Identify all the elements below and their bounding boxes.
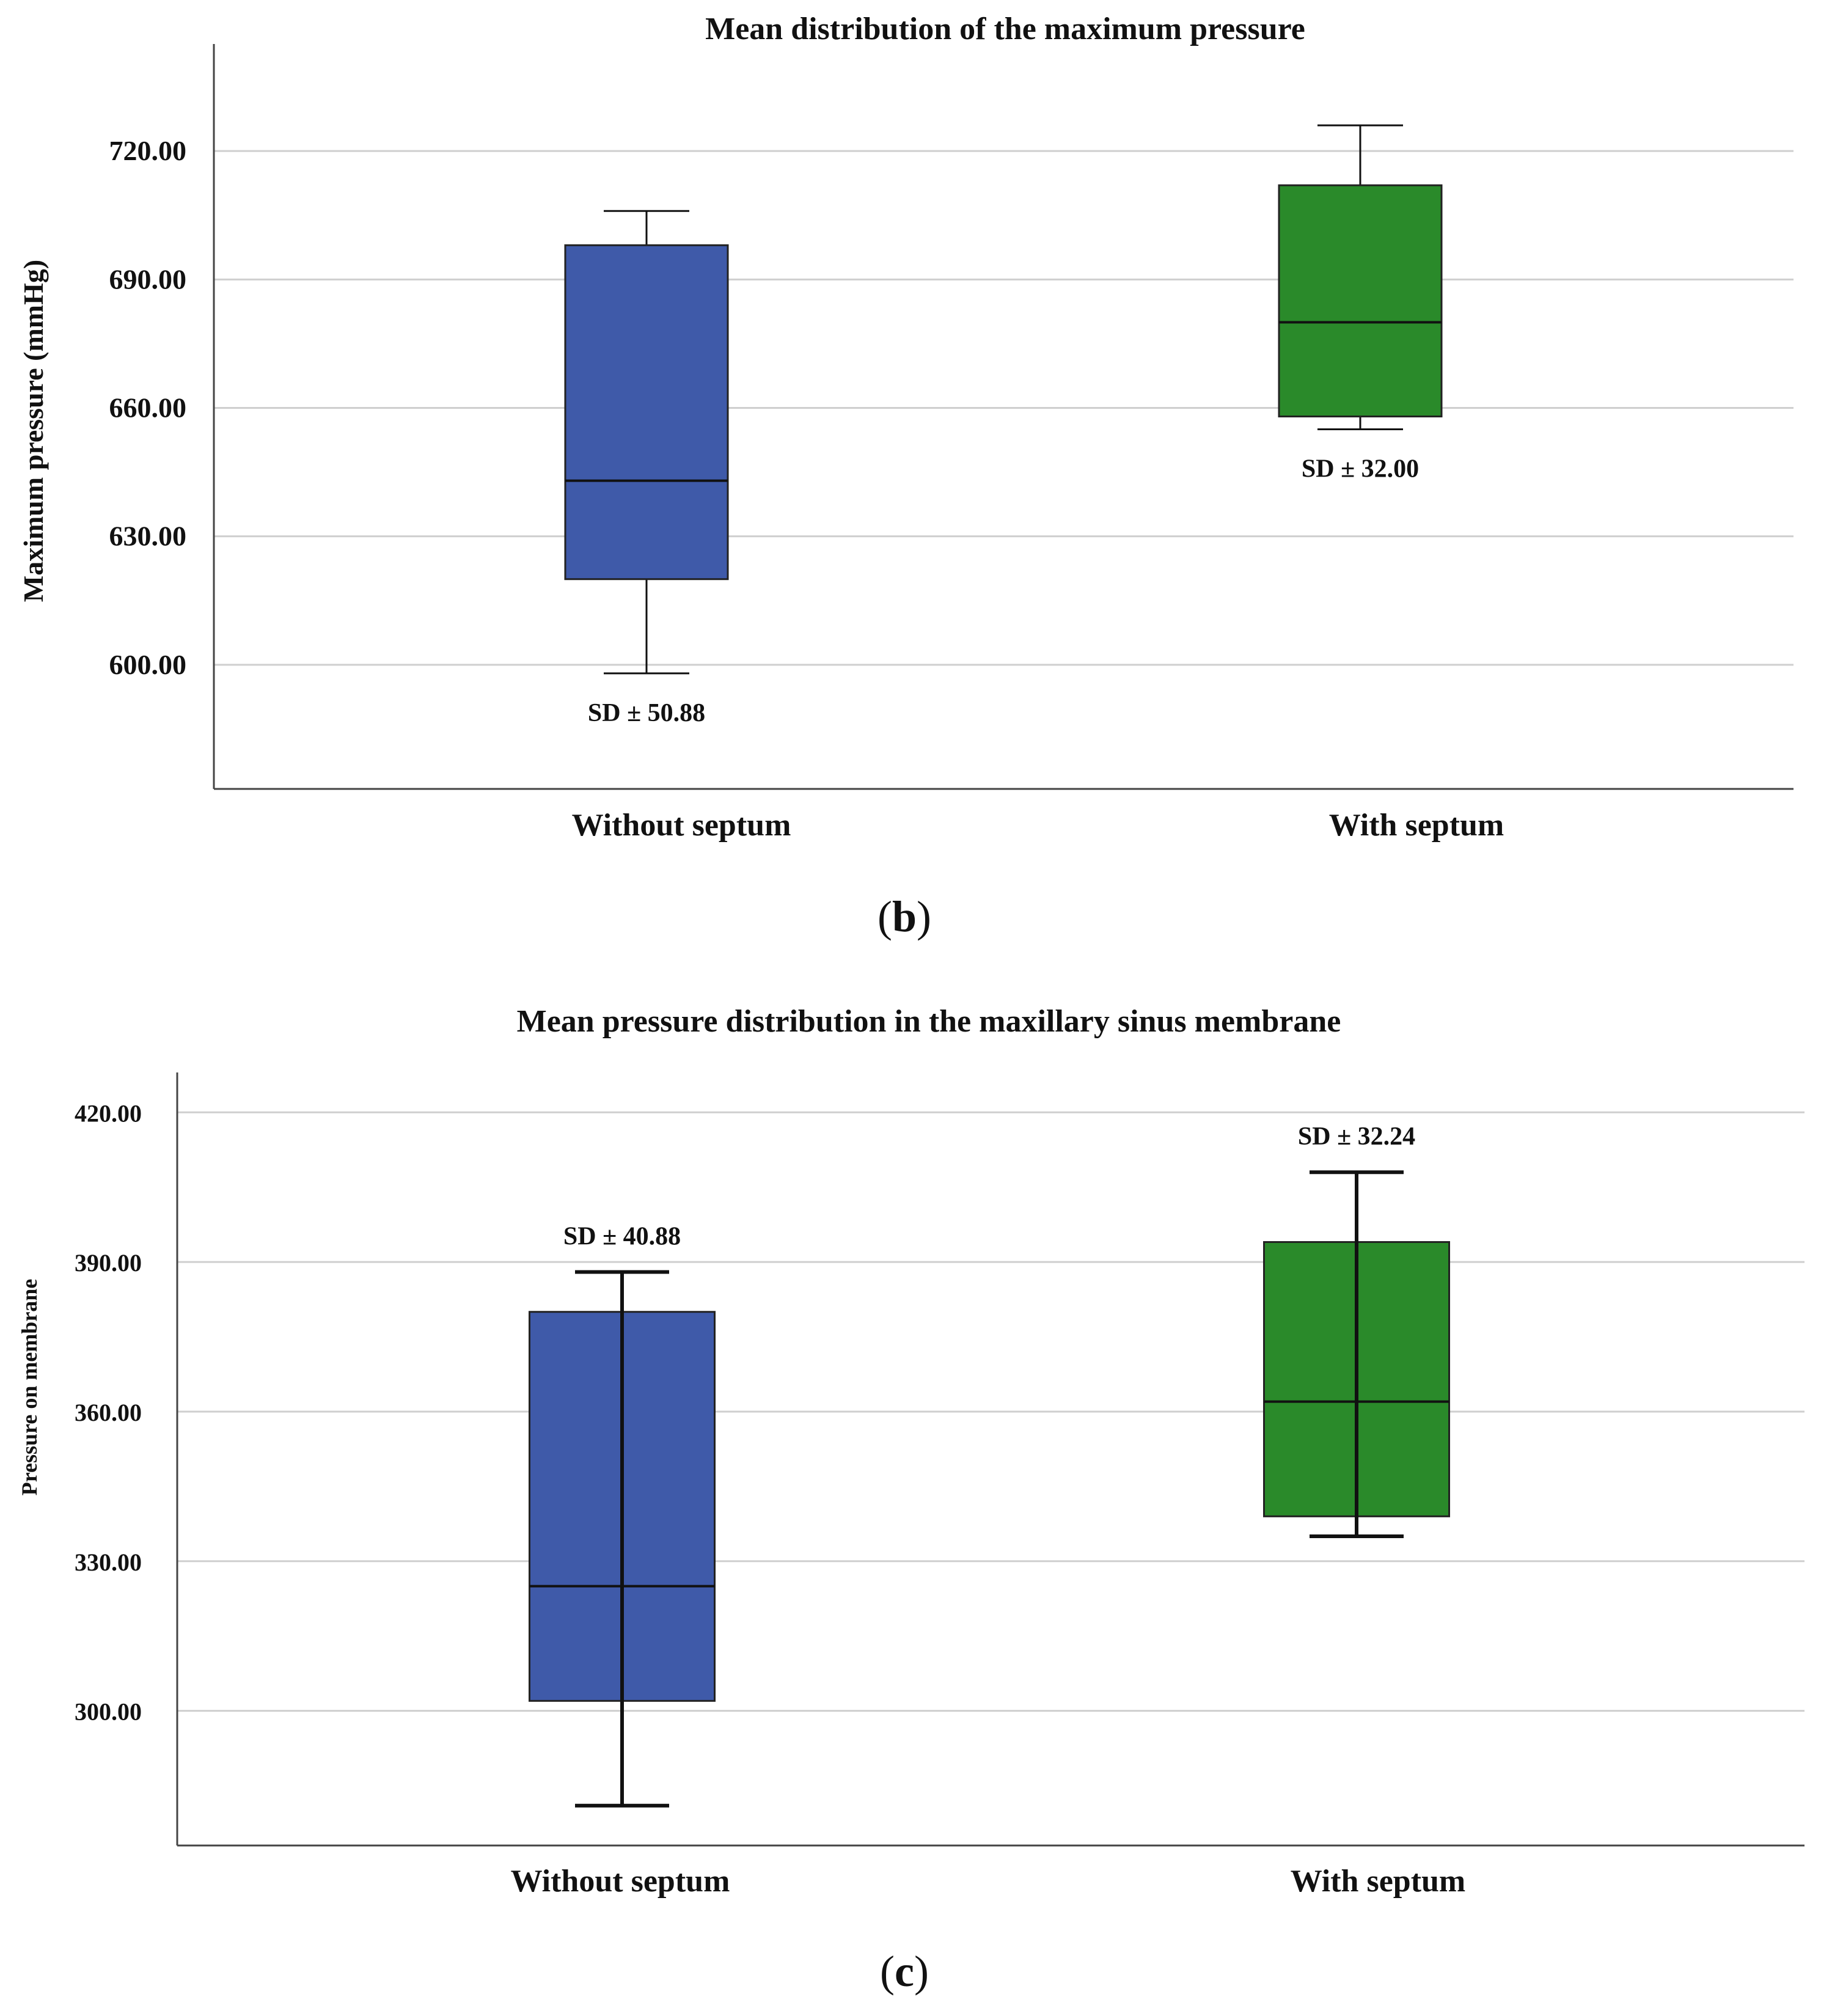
chart-b-boxes: SD ± 50.88 SD ± 32.00 [564, 124, 1443, 727]
chart-b-x-tick-label-without-septum: Without septum [572, 808, 791, 843]
chart-c-boxes: SD ± 40.88 SD ± 32.24 [529, 1123, 1450, 1808]
chart-c-title: Mean pressure distribution in the maxill… [517, 1004, 1341, 1039]
panel-label-c: (c) [880, 1947, 929, 1996]
panel-label-b-open: ( [878, 892, 892, 941]
chart-b-y-tick-label: 630.00 [109, 521, 187, 552]
chart-b-title: Mean distribution of the maximum pressur… [705, 12, 1305, 46]
chart-b-box-without-septum: SD ± 50.88 [564, 210, 729, 727]
chart-b-gridlines [214, 150, 1794, 666]
chart-b-x-tick-label-with-septum: With septum [1329, 808, 1504, 843]
chart-c-x-tick-label-without-septum: Without septum [511, 1864, 730, 1899]
box-body [1278, 184, 1443, 417]
chart-c-y-tick-label: 390.00 [75, 1249, 142, 1277]
sd-annotation: SD ± 50.88 [588, 699, 705, 727]
chart-c-y-tick-label: 330.00 [75, 1549, 142, 1576]
chart-b-y-tick-label: 600.00 [109, 649, 187, 680]
chart-b-y-tick-label: 720.00 [109, 135, 187, 166]
chart-c-y-tick-label: 420.00 [75, 1099, 142, 1127]
chart-c-y-tick-label: 360.00 [75, 1399, 142, 1426]
chart-c-x-tick-label-with-septum: With septum [1291, 1864, 1466, 1899]
panel-label-b-letter: b [892, 892, 917, 941]
panel-label-b: (b) [878, 892, 931, 941]
chart-c-box-without-septum: SD ± 40.88 [529, 1222, 716, 1808]
chart-b-y-axis-label: Maximum pressure (mmHg) [18, 260, 49, 602]
chart-b-max-pressure: Mean distribution of the maximum pressur… [18, 12, 1794, 941]
panel-label-c-close: ) [914, 1947, 929, 1996]
chart-b-y-ticks: 600.00 630.00 660.00 690.00 720.00 [109, 135, 187, 680]
chart-c-membrane-pressure: Mean pressure distribution in the maxill… [17, 1004, 1805, 1996]
panel-label-c-letter: c [895, 1947, 914, 1996]
chart-c-y-ticks: 300.00 330.00 360.00 390.00 420.00 [75, 1099, 142, 1725]
box-body [564, 244, 729, 581]
panel-label-c-open: ( [880, 1947, 895, 1996]
sd-annotation: SD ± 40.88 [563, 1222, 681, 1250]
panel-label-b-close: ) [917, 892, 931, 941]
chart-c-box-with-septum: SD ± 32.24 [1263, 1123, 1450, 1538]
chart-c-y-tick-label: 300.00 [75, 1698, 142, 1726]
chart-b-box-with-septum: SD ± 32.00 [1278, 124, 1443, 483]
chart-b-y-tick-label: 690.00 [109, 263, 187, 295]
sd-annotation: SD ± 32.24 [1298, 1123, 1415, 1151]
sd-annotation: SD ± 32.00 [1302, 455, 1419, 483]
chart-c-y-axis-label: Pressure on membrane [17, 1279, 42, 1496]
chart-c-gridlines [177, 1111, 1805, 1712]
chart-b-y-tick-label: 660.00 [109, 392, 187, 423]
